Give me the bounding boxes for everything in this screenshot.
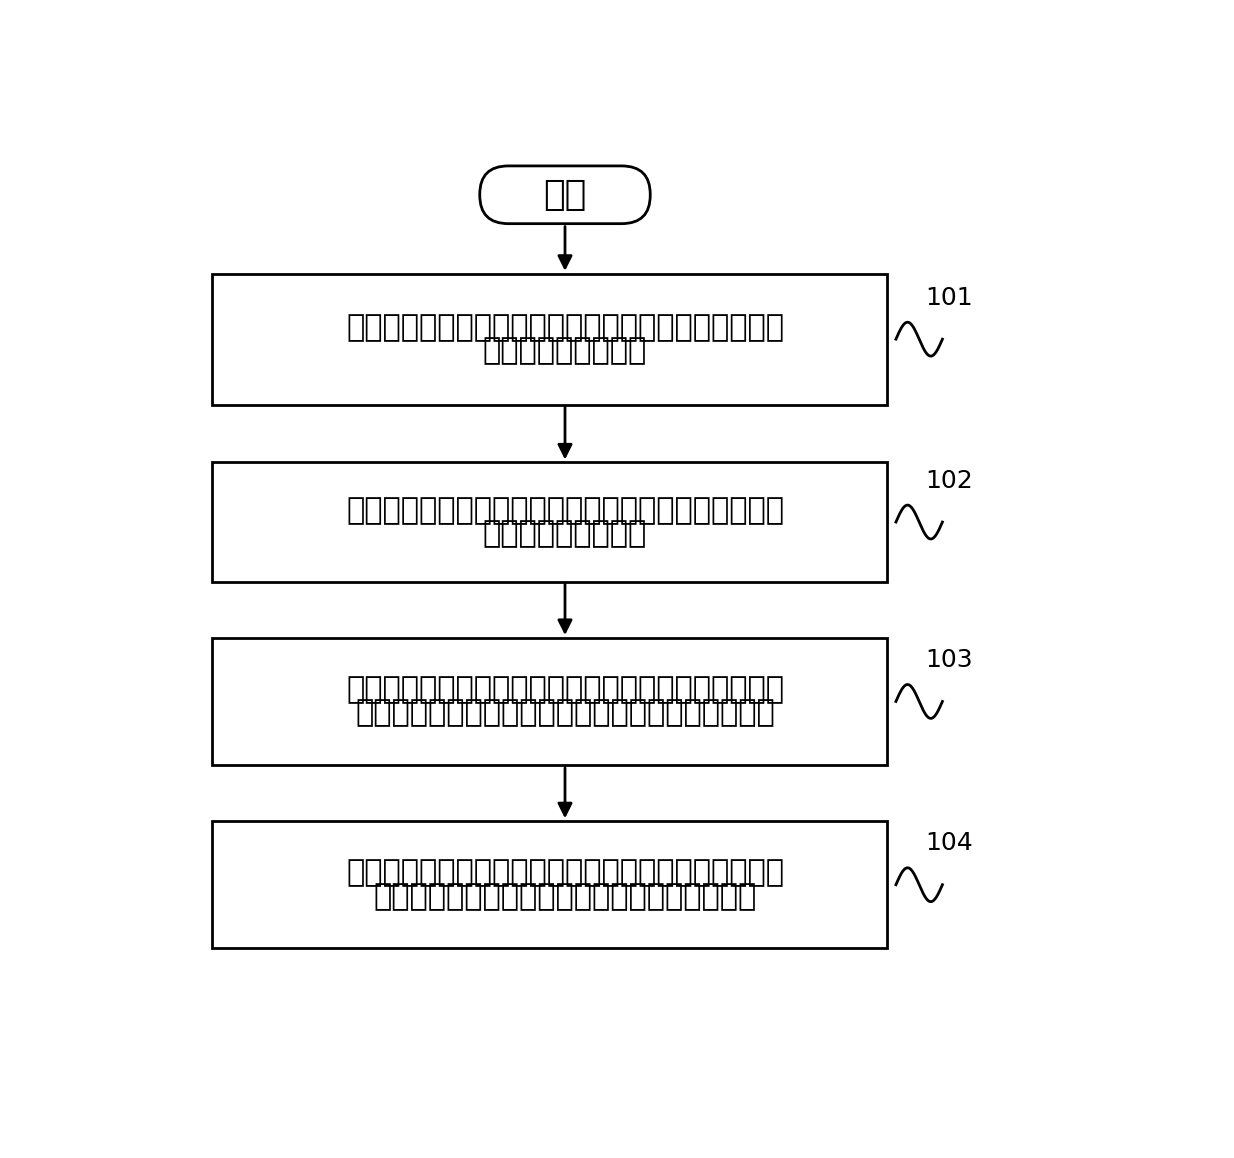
Text: 对网络切片请求信息进行解析，提取与网络切片请求相: 对网络切片请求信息进行解析，提取与网络切片请求相 [346,313,784,342]
Text: 基于切片参数标签确定业务场景信息、优先级信息和切: 基于切片参数标签确定业务场景信息、优先级信息和切 [346,496,784,525]
Bar [212,273,886,404]
Text: 101: 101 [924,286,972,310]
Bar [212,821,886,948]
Text: 104: 104 [924,831,972,856]
Text: 开始: 开始 [543,178,586,212]
Text: 103: 103 [924,648,972,672]
Bar [212,462,886,581]
Text: 片功能需求参数信息: 片功能需求参数信息 [482,519,647,548]
Bar [212,638,886,765]
Text: 置时，则对网络切片功能参数进行模糊匹配配置: 置时，则对网络切片功能参数进行模糊匹配配置 [374,881,756,910]
Text: 对应的切片参数标签: 对应的切片参数标签 [482,336,647,365]
Text: 切片功能需求参数信息，进行网络切片功能参数配置: 切片功能需求参数信息，进行网络切片功能参数配置 [355,698,775,727]
FancyBboxPatch shape [480,166,650,223]
Text: 根据参数配置策略并基于业务场景信息、优先级信息和: 根据参数配置策略并基于业务场景信息、优先级信息和 [346,675,784,704]
Text: 102: 102 [924,469,972,493]
Text: 当判断根据参数配置策略不能进行网络切片功能参数配: 当判断根据参数配置策略不能进行网络切片功能参数配 [346,858,784,888]
